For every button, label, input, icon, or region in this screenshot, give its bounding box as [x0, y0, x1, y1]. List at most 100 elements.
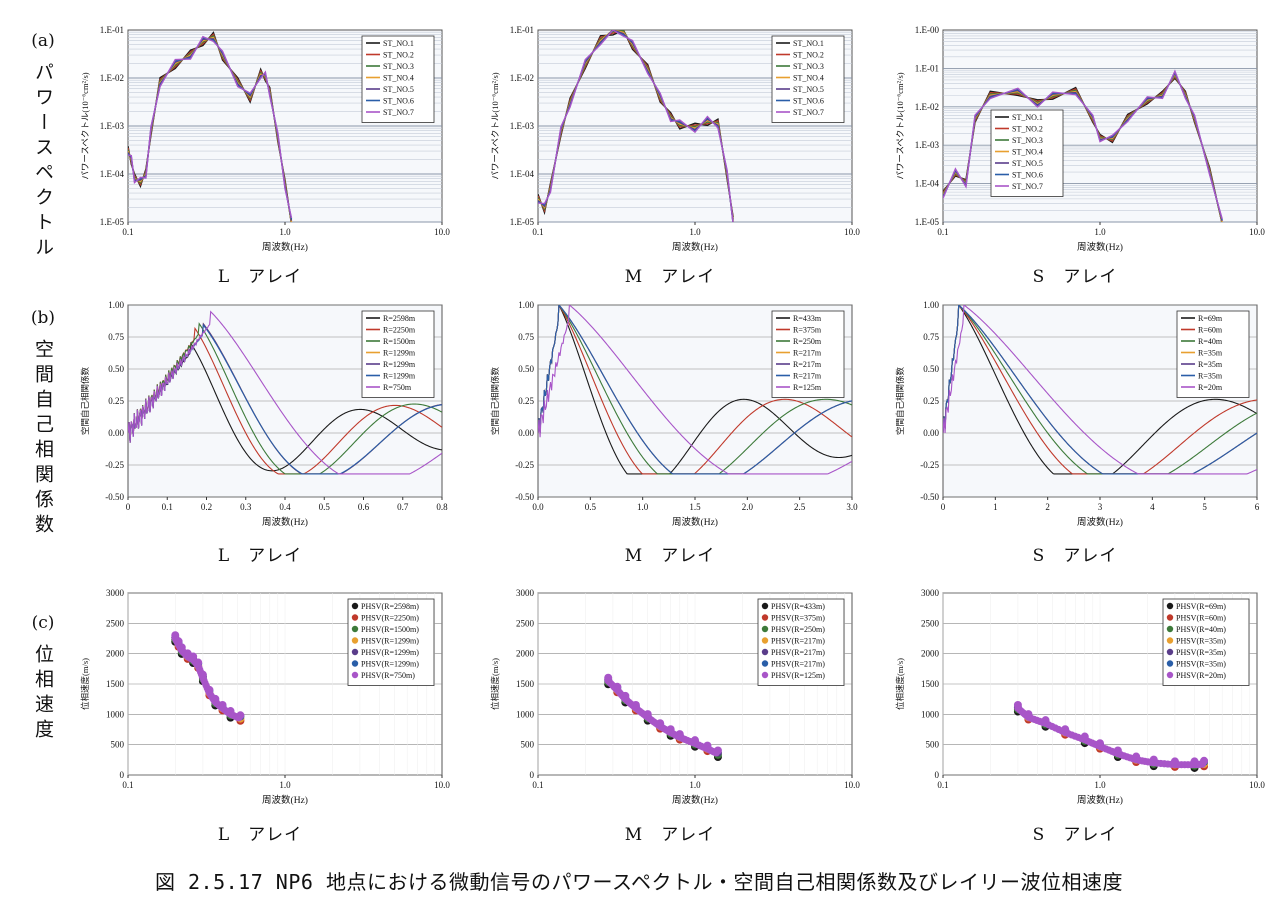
y-tick-label: 1.E-05	[510, 217, 535, 227]
x-tick-label: 10.0	[844, 227, 860, 237]
y-tick-label: 0.75	[108, 332, 124, 342]
y-tick-label: -0.25	[105, 460, 124, 470]
x-tick-label: 6	[1255, 502, 1260, 512]
legend: PHSV(R=433m) PHSV(R=375m) PHSV(R=250m) PHSV…	[757, 598, 845, 686]
legend-label: R=2598m	[383, 314, 416, 323]
row-tag: (b)	[30, 308, 56, 328]
y-tick-label: 1.E-02	[915, 102, 939, 112]
legend-label: ST_NO.5	[383, 85, 414, 94]
y-tick-label: 1000	[106, 709, 125, 719]
data-point	[712, 749, 720, 757]
x-tick-label: 3.0	[846, 502, 858, 512]
legend-marker	[351, 671, 359, 679]
y-axis-label: 空間自己相関係数	[80, 367, 90, 436]
y-tick-label: 0.00	[923, 428, 939, 438]
x-axis-label: 周波数(Hz)	[262, 794, 308, 806]
legend-marker	[351, 637, 359, 644]
legend-label: ST_NO.6	[793, 97, 824, 106]
x-axis-label: 周波数(Hz)	[1077, 241, 1123, 253]
legend-label: R=2250m	[383, 326, 416, 335]
x-tick-label: 0	[126, 502, 131, 512]
series-line	[128, 310, 442, 475]
x-tick-label: 0.1	[162, 502, 173, 512]
legend-label: ST_NO.2	[1012, 125, 1043, 134]
y-tick-label: 1.00	[923, 300, 939, 310]
power-spectrum-s-chart: 0.1 1.0 10.0 1.E-05 1.E-04 1.E-03 1.E-02 1.E-01…	[885, 20, 1265, 260]
spac-l-chart: 0 0.1 0.2 0.3 0.4 0.5 0.6 0.7 0.8 -0.50 -0.25 0.00 0…	[70, 295, 450, 535]
legend-label: R=1299m	[383, 360, 416, 369]
row-tag: (a)	[31, 31, 55, 51]
y-tick-label: 1.E-01	[100, 25, 124, 35]
legend-label: ST_NO.7	[383, 108, 414, 117]
row-label-a: (a) パワースペクトル	[28, 28, 58, 269]
x-axis-label: 周波数(Hz)	[672, 516, 718, 528]
x-tick-label: 0.1	[122, 780, 133, 790]
legend-label: R=125m	[793, 383, 822, 392]
x-tick-label: 1.0	[279, 227, 291, 237]
legend-label: R=35m	[1198, 372, 1223, 381]
legend: R=433m R=375m R=250m R=217m R=217m R=217m R=12…	[771, 310, 845, 398]
series-group	[538, 30, 734, 222]
x-tick-label: 2.0	[742, 502, 754, 512]
x-tick-label: 0.6	[358, 502, 370, 512]
y-tick-label: 1.E-03	[915, 140, 940, 150]
legend-label: R=1500m	[383, 337, 416, 346]
y-axis-label: パワースペクトル(10⁻⁶cm²/s)	[80, 72, 90, 179]
x-tick-label: 0.1	[122, 227, 133, 237]
y-tick-label: 0	[530, 770, 535, 780]
legend-label: PHSV(R=125m)	[771, 671, 825, 680]
x-tick-label: 2	[1045, 502, 1050, 512]
data-point	[1198, 760, 1207, 768]
series-line	[943, 305, 1257, 475]
chart-svg: 0 0.1 0.2 0.3 0.4 0.5 0.6 0.7 0.8 -0.50 -0.25 0.00 0…	[80, 300, 448, 528]
y-tick-label: 1.E-04	[100, 169, 125, 179]
legend-label: PHSV(R=2598m)	[361, 602, 419, 611]
series-line	[943, 69, 1223, 220]
y-axis-label: 位相速度(m/s)	[80, 658, 90, 710]
legend-label: ST_NO.6	[1012, 171, 1043, 180]
legend-label: PHSV(R=20m)	[1176, 671, 1226, 680]
x-axis-label: 周波数(Hz)	[262, 516, 308, 528]
data-point	[235, 714, 243, 722]
y-tick-label: 0.25	[518, 396, 534, 406]
x-axis-label: 周波数(Hz)	[672, 794, 718, 806]
y-tick-label: -0.25	[920, 460, 939, 470]
y-tick-label: 1.E-01	[510, 25, 534, 35]
y-tick-label: 0	[120, 770, 125, 780]
y-tick-label: 0.00	[518, 428, 534, 438]
series-line	[128, 322, 442, 475]
x-tick-label: 0.8	[436, 502, 448, 512]
legend-marker	[351, 648, 359, 656]
legend-label: PHSV(R=250m)	[771, 625, 825, 634]
y-tick-label: 0.50	[518, 364, 534, 374]
plot-area	[942, 29, 1258, 223]
array-label: L アレイ	[217, 267, 303, 287]
legend-marker	[1166, 614, 1174, 621]
array-label: M アレイ	[624, 546, 716, 566]
y-tick-label: 1500	[516, 679, 535, 689]
y-tick-label: 0.75	[518, 332, 534, 342]
legend-label: R=40m	[1198, 337, 1223, 346]
y-axis-label: 空間自己相関係数	[490, 367, 500, 436]
legend-label: PHSV(R=35m)	[1176, 637, 1226, 646]
x-tick-label: 5	[1202, 502, 1207, 512]
legend-label: R=60m	[1198, 326, 1223, 335]
legend-label: PHSV(R=217m)	[771, 660, 825, 669]
series-group	[1013, 700, 1209, 772]
chart-svg: 0.1 1.0 10.0 0 500 1000 1500 2000 2500 3000 周波数(Hz…	[895, 588, 1265, 806]
legend-label: ST_NO.2	[793, 51, 824, 60]
x-tick-label: 1.5	[689, 502, 701, 512]
array-label: L アレイ	[217, 546, 303, 566]
array-label: S アレイ	[1032, 267, 1118, 287]
legend-label: R=35m	[1198, 360, 1223, 369]
x-tick-label: 1.0	[689, 780, 701, 790]
legend: R=69m R=60m R=40m R=35m R=35m R=35m R=20m	[1176, 310, 1250, 398]
series-group	[538, 305, 852, 475]
series-line	[128, 35, 293, 219]
legend-marker	[761, 625, 769, 633]
legend-marker	[1166, 637, 1174, 644]
chart-svg: 0.1 1.0 10.0 0 500 1000 1500 2000 2500 3000 周波数(Hz…	[80, 588, 450, 806]
x-tick-label: 4	[1150, 502, 1155, 512]
y-tick-label: 2500	[106, 618, 125, 628]
y-tick-label: 1500	[921, 679, 940, 689]
